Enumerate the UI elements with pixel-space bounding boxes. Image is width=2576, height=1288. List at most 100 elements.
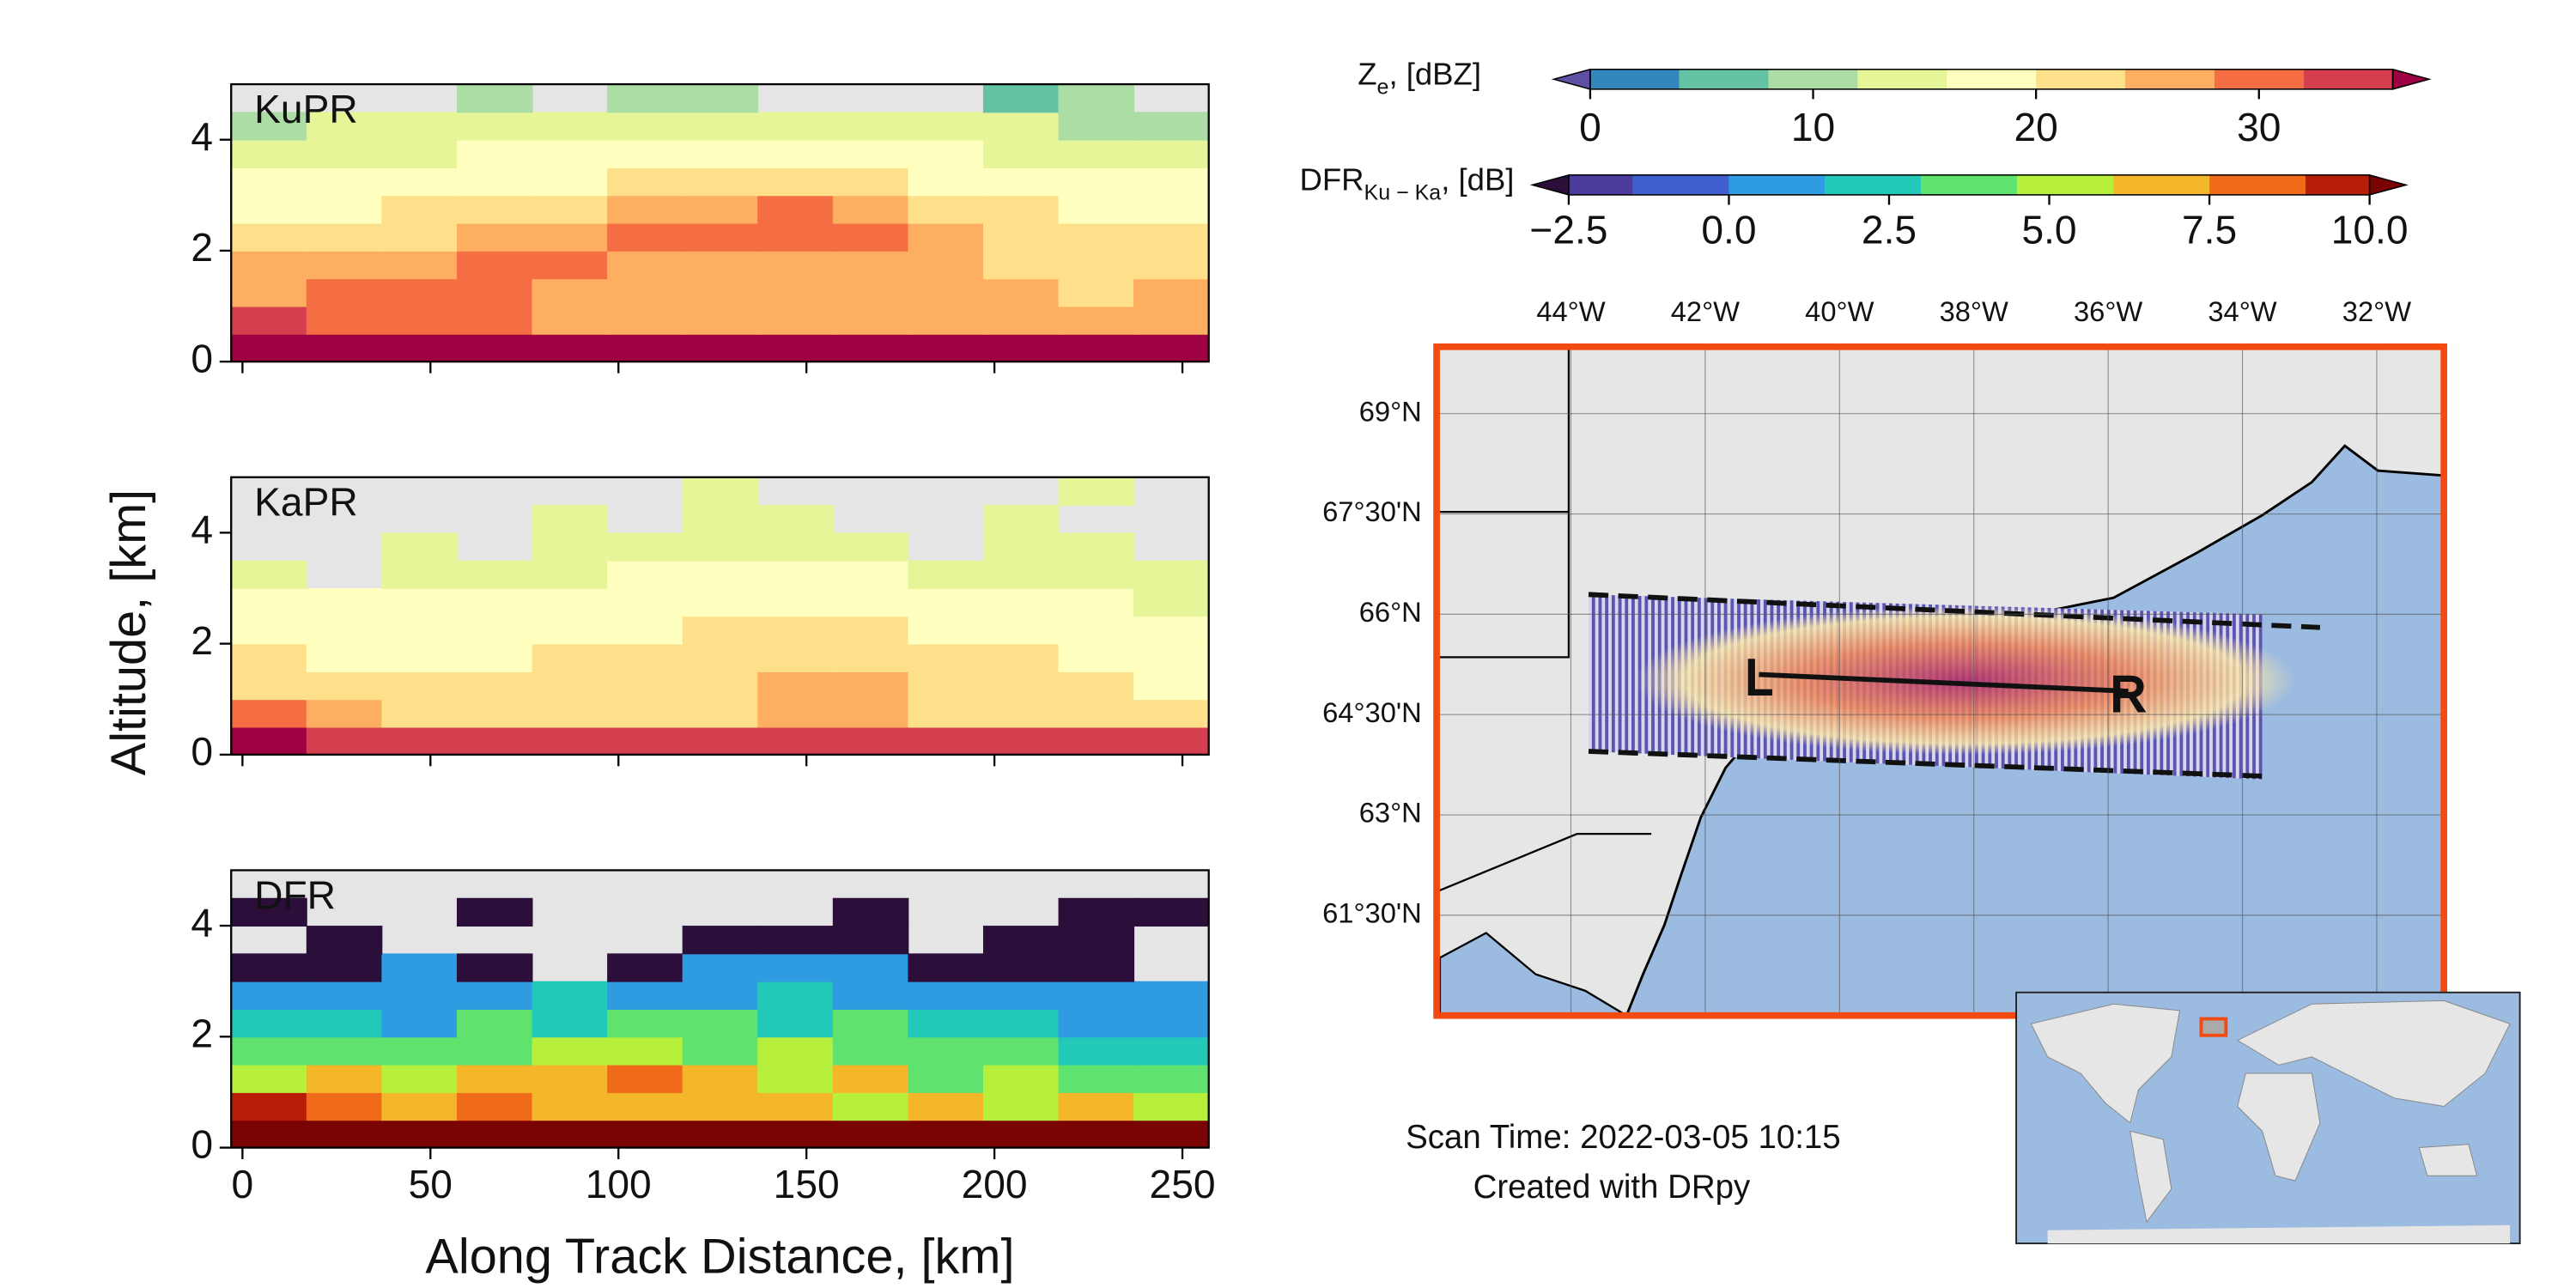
cell — [306, 1064, 383, 1093]
cell — [456, 560, 533, 589]
cell — [381, 1120, 458, 1148]
colorbar-segment — [1857, 69, 1947, 89]
cell — [231, 726, 307, 755]
cell — [231, 699, 307, 728]
x-tick-label: 100 — [586, 1162, 652, 1206]
cell — [757, 333, 834, 362]
eurasia — [2236, 999, 2511, 1107]
cell — [908, 278, 984, 307]
cell — [306, 1009, 383, 1038]
colorbar-label-part: , [dBZ] — [1388, 56, 1481, 91]
x-tick-label: 36°W — [2074, 295, 2142, 327]
cell — [682, 1091, 759, 1121]
inset-map — [2015, 991, 2521, 1245]
border — [1437, 346, 1571, 659]
cell — [1133, 195, 1209, 224]
cell — [456, 643, 533, 672]
cell — [982, 1091, 1060, 1121]
cell — [231, 671, 307, 701]
cell — [757, 532, 834, 562]
cell — [1133, 616, 1209, 645]
cell — [757, 953, 834, 982]
cell — [532, 139, 609, 168]
australia — [2418, 1144, 2478, 1176]
cell — [456, 333, 533, 362]
cell — [456, 306, 533, 335]
y-tick-label: 4 — [191, 507, 213, 552]
cell — [757, 222, 834, 252]
cell — [908, 981, 984, 1010]
y-tick-label: 69°N — [1359, 395, 1422, 427]
cell — [757, 671, 834, 701]
cell — [1058, 306, 1135, 335]
cell — [231, 897, 307, 927]
cell — [982, 167, 1060, 197]
cell — [306, 926, 383, 955]
cell — [306, 1036, 383, 1066]
cell — [682, 167, 759, 197]
colorbar-label-part: e — [1377, 75, 1389, 99]
cell — [607, 195, 683, 224]
cell — [982, 616, 1060, 645]
cell — [607, 588, 683, 617]
colorbar-tick-label: 10.0 — [2331, 207, 2409, 252]
cell — [832, 1120, 909, 1148]
cell — [381, 726, 458, 755]
cell — [1058, 560, 1135, 589]
colorbar-frame — [1568, 174, 2371, 196]
cell — [456, 278, 533, 307]
cell — [231, 112, 307, 141]
cell — [682, 953, 759, 982]
cell — [306, 643, 383, 672]
cell — [682, 333, 759, 362]
cell — [532, 699, 609, 728]
y-tick-label: 0 — [191, 729, 213, 774]
cell — [306, 1091, 383, 1121]
cell — [1058, 139, 1135, 168]
cell — [682, 616, 759, 645]
cell — [982, 671, 1060, 701]
cell — [306, 278, 383, 307]
cell — [532, 333, 609, 362]
colorbar-label-part: Z — [1358, 56, 1376, 91]
cell — [231, 560, 307, 589]
cell — [982, 306, 1060, 335]
colorbar-label: DFRKu − Ka, [dB] — [1300, 161, 1515, 204]
panel-frame — [230, 869, 1210, 1149]
x-tick-label: 42°W — [1671, 295, 1740, 327]
cell — [982, 532, 1060, 562]
cell — [832, 278, 909, 307]
cell — [832, 671, 909, 701]
cell — [231, 1009, 307, 1038]
cell — [682, 1009, 759, 1038]
cell — [532, 1091, 609, 1121]
cell — [682, 560, 759, 589]
cell — [682, 643, 759, 672]
cell — [757, 1009, 834, 1038]
cell — [832, 195, 909, 224]
colorbar-over — [2368, 173, 2409, 196]
colorbar-label: Ze, [dBZ] — [1358, 56, 1481, 99]
cell — [532, 306, 609, 335]
cell — [231, 195, 307, 224]
cell — [908, 726, 984, 755]
cell — [1133, 1064, 1209, 1093]
cell — [832, 139, 909, 168]
cell — [607, 1009, 683, 1038]
y-tick-label: 2 — [191, 225, 213, 270]
cell — [832, 897, 909, 927]
x-tick-label: 44°W — [1536, 295, 1605, 327]
colorbar-label-part: , [dB] — [1441, 161, 1514, 197]
cell — [832, 1009, 909, 1038]
cell — [1133, 167, 1209, 197]
cell — [757, 1120, 834, 1148]
cell — [231, 306, 307, 335]
cell — [982, 505, 1060, 534]
track-line — [1759, 671, 2129, 694]
cell — [381, 167, 458, 197]
cell — [381, 616, 458, 645]
cell — [607, 726, 683, 755]
cell — [306, 953, 383, 982]
x-tick-label: 38°W — [1940, 295, 2008, 327]
